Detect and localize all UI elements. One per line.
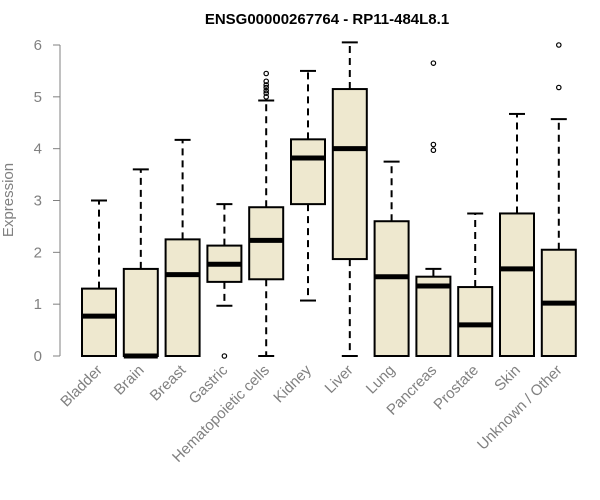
box-iqr: [290, 138, 326, 206]
box-group: [248, 70, 285, 357]
box-iqr: [373, 220, 410, 357]
y-tick-label: 4: [34, 141, 42, 158]
y-tick-label: 6: [34, 37, 42, 54]
boxes-layer: [81, 41, 577, 359]
box-group: [206, 203, 243, 359]
box-iqr: [457, 286, 494, 358]
box-group: [540, 42, 577, 357]
outlier-point: [430, 60, 437, 66]
category-label: Prostate: [430, 362, 482, 414]
box-group: [331, 41, 368, 357]
outlier-point: [263, 90, 270, 97]
box-group: [415, 60, 452, 358]
box-iqr: [122, 267, 159, 358]
category-label: Bladder: [57, 362, 106, 411]
outlier-point: [555, 42, 562, 48]
outlier-point: [263, 87, 270, 94]
y-tick-label: 3: [34, 193, 42, 210]
y-axis-title: Expression: [0, 163, 17, 237]
category-label: Breast: [147, 361, 190, 404]
category-label: Brain: [111, 362, 148, 399]
y-axis-ticks: 0 1 2 3 4 5 6: [34, 37, 60, 365]
outlier-point: [430, 147, 437, 154]
category-label: Lung: [363, 362, 399, 398]
box-group: [164, 138, 201, 357]
box-group: [81, 199, 117, 357]
outlier-point: [263, 94, 270, 100]
box-group: [122, 168, 159, 359]
category-label: Liver: [322, 362, 357, 397]
box-group: [290, 69, 326, 302]
outlier-point: [221, 353, 228, 359]
box-iqr: [248, 206, 285, 281]
box-iqr: [164, 238, 201, 357]
y-tick-label: 1: [34, 296, 42, 313]
y-tick-label: 2: [34, 244, 42, 261]
y-tick-label: 0: [34, 348, 42, 365]
outlier-point: [263, 84, 270, 91]
y-tick-label: 5: [34, 89, 42, 106]
outlier-point: [555, 84, 562, 91]
box-iqr: [331, 88, 368, 261]
category-label: Kidney: [270, 361, 315, 406]
outlier-point: [430, 141, 437, 148]
box-iqr: [81, 287, 117, 357]
outlier-point: [263, 82, 270, 88]
category-label: Skin: [491, 362, 524, 395]
outlier-point: [263, 70, 270, 77]
box-iqr: [415, 275, 452, 358]
box-group: [457, 212, 494, 358]
box-group: [499, 112, 535, 357]
box-iqr: [499, 212, 535, 357]
outlier-point: [263, 78, 270, 85]
box-group: [373, 160, 410, 357]
chart-title: ENSG00000267764 - RP11-484L8.1: [205, 11, 449, 28]
